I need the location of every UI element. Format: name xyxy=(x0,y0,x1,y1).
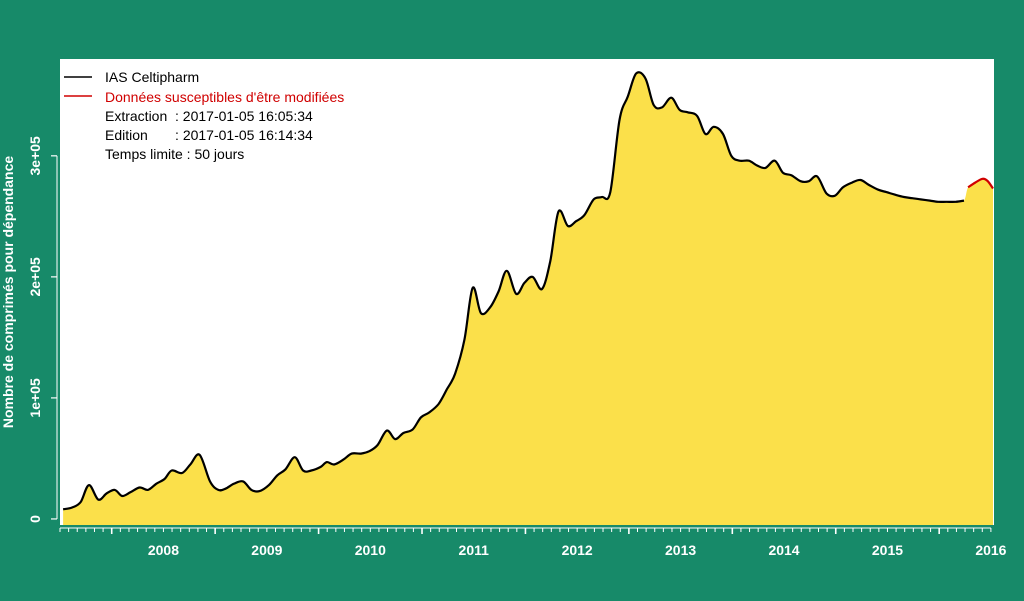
x-tick-label: 2013 xyxy=(665,542,696,558)
legend-edition: Edition : 2017-01-05 16:14:34 xyxy=(105,127,313,143)
area-layer xyxy=(63,72,994,525)
x-tick-label: 2015 xyxy=(872,542,903,558)
x-tick-label: 2012 xyxy=(562,542,593,558)
y-tick-label: 0 xyxy=(27,515,43,523)
x-tick-label: 2011 xyxy=(459,542,490,558)
legend-extraction: Extraction : 2017-01-05 16:05:34 xyxy=(105,108,313,124)
x-tick-label: 2010 xyxy=(355,542,386,558)
y-tick-label: 3e+05 xyxy=(27,136,43,176)
x-tick-label: 2014 xyxy=(768,542,799,558)
legend-temps-limite: Temps limite : 50 jours xyxy=(105,146,244,162)
axes-layer: 0 1e+05 2e+05 3e+05 2008 2009 2010 2011 2012 2013… xyxy=(27,136,1007,558)
line-layer xyxy=(62,71,994,511)
y-tick-label: 2e+05 xyxy=(27,257,43,297)
legend: IAS Celtipharm Données susceptibles d'êt… xyxy=(64,69,344,162)
y-tick-label: 1e+05 xyxy=(27,378,43,418)
series-line xyxy=(62,71,965,511)
legend-provisional-label: Données susceptibles d'être modifiées xyxy=(105,89,344,105)
x-tick-label: 2008 xyxy=(148,542,179,558)
x-tick-label: 2016 xyxy=(975,542,1006,558)
x-tick-label: 2009 xyxy=(251,542,282,558)
legend-series-label: IAS Celtipharm xyxy=(105,69,199,85)
area-fill xyxy=(63,72,994,525)
provisional-line xyxy=(967,177,994,190)
y-axis-label: Nombre de comprimés pour dépendance xyxy=(0,156,16,428)
